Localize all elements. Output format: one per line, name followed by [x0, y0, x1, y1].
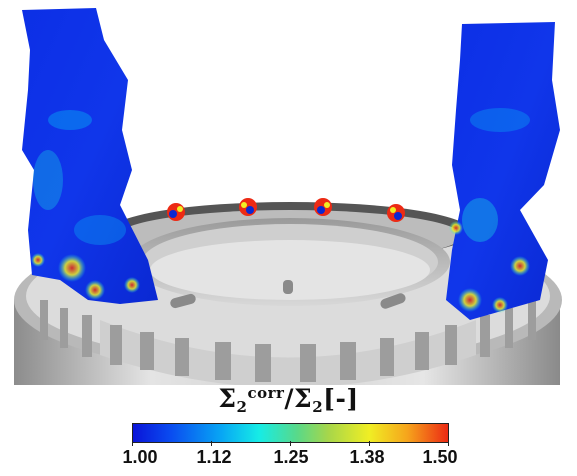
colorbar-tick — [290, 441, 291, 446]
burner-flames — [167, 198, 405, 222]
liner-slots — [40, 300, 536, 382]
colorbar-tick — [448, 441, 449, 446]
dilution-holes — [170, 280, 406, 309]
colorbar-tick-label: 1.50 — [422, 447, 458, 467]
colorbar-tick — [211, 441, 212, 446]
colorbar-tick-label: 1.38 — [349, 447, 385, 467]
colorbar-title-sup: corr — [247, 384, 285, 402]
colorbar-tick — [132, 441, 133, 446]
colorbar-tick-label: 1.12 — [196, 447, 232, 467]
combustor-render — [14, 8, 562, 385]
colorbar-title-separator: /Σ — [284, 384, 313, 413]
colorbar-title: Σ2corr/Σ2[-] — [0, 384, 577, 416]
colorbar-title-sub: 2 — [236, 398, 248, 416]
left-flame-plume — [22, 8, 158, 304]
colorbar-title-denominator-sub: 2 — [312, 398, 324, 416]
colorbar-tick — [369, 441, 370, 446]
right-flame-plume — [446, 22, 560, 320]
colorbar — [132, 423, 449, 443]
colorbar-title-symbol: Σ — [218, 384, 237, 413]
colorbar-title-unit: [-] — [323, 384, 359, 413]
colorbar-tick-label: 1.00 — [122, 447, 158, 467]
colorbar-tick-label: 1.25 — [273, 447, 309, 467]
